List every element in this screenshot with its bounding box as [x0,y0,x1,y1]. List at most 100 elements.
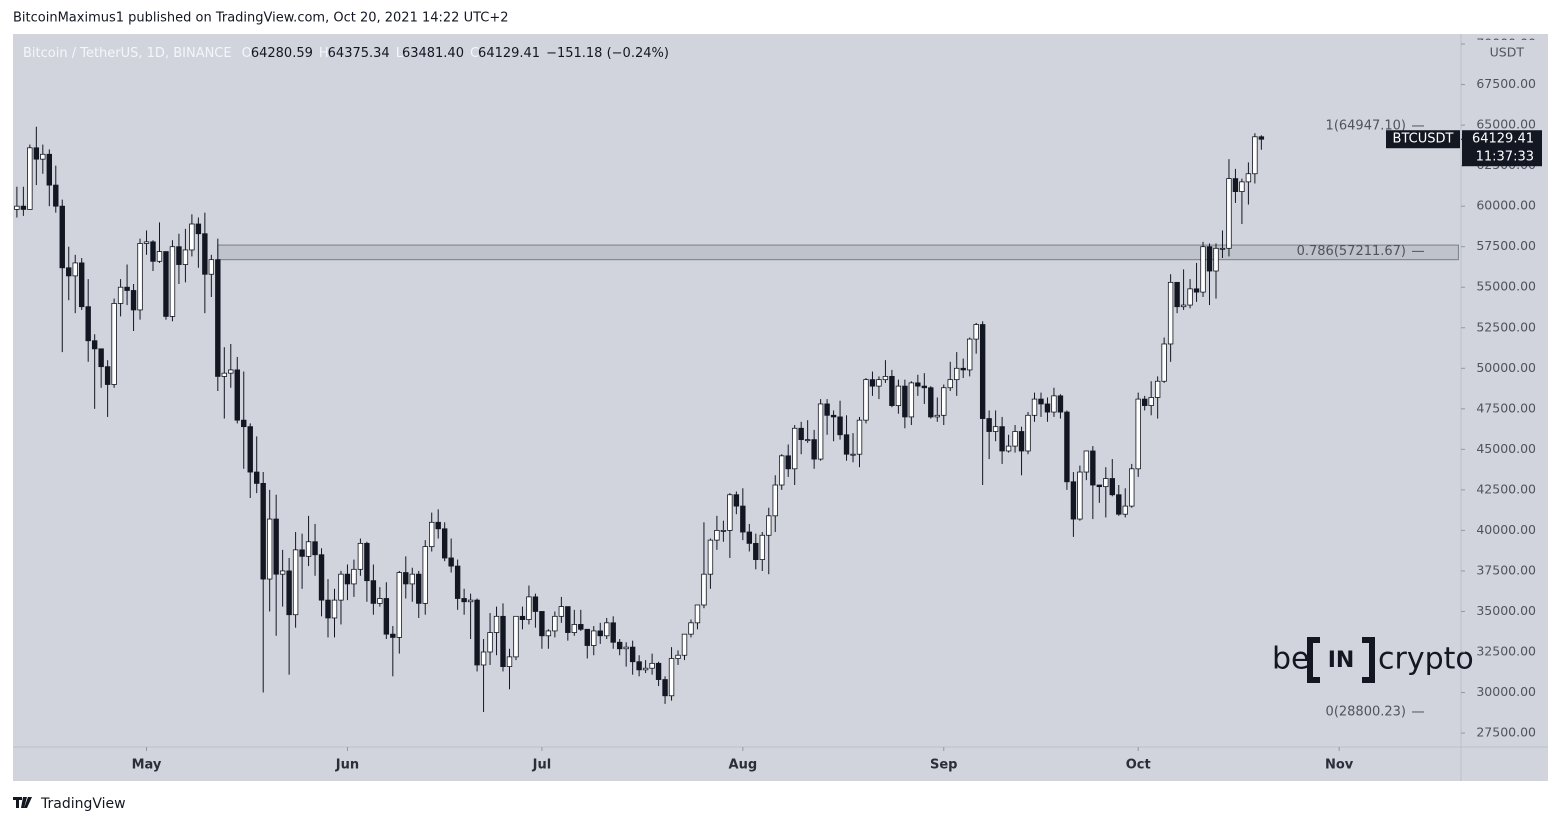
candle-body [305,541,312,557]
legend-symbol: Bitcoin / TetherUS, 1D, BINANCE [23,46,232,61]
candle-body [798,427,804,441]
x-tick-label: Jul [532,758,552,773]
candle-body [1213,247,1219,272]
candle-body [72,262,78,277]
candle-body [396,572,403,638]
candle-body [195,223,202,235]
fib-label: 0(28800.23) [1326,704,1406,719]
price-tag [1462,130,1542,167]
candle-body [707,539,714,575]
candle-body [1167,281,1174,345]
candle-body [1141,398,1148,406]
candle-body [325,599,331,619]
candle-body [908,382,915,418]
x-tick-label: Sep [930,758,958,773]
candle-body [513,615,519,658]
candle-body [506,656,513,667]
candle-body [1193,288,1200,293]
y-tick-label: 50000.00 [1476,360,1536,375]
candle-body [688,622,694,635]
candle-body [539,611,545,637]
candle-body [649,662,655,669]
candle-body [1012,431,1018,447]
candle-body [850,453,856,456]
candle-body [941,387,947,416]
candle-body [273,518,279,575]
candle-body [53,184,59,207]
candle-body [1180,304,1187,308]
candle-body [1245,173,1252,183]
candle-body [260,482,266,580]
watermark-brackets [1307,637,1375,683]
candle-body [286,570,292,616]
legend-value: 64375.34 [328,46,390,61]
y-tick-label: 55000.00 [1476,279,1536,294]
candle-body [493,615,500,633]
x-tick-label: Aug [729,758,758,773]
candle-body [895,385,902,406]
candle-body [837,416,843,436]
candle-body [163,251,169,317]
candle-body [448,557,454,567]
candle-body [59,205,65,269]
candle-body [409,573,415,585]
legend-key: O [242,46,252,61]
candle-body [241,419,247,428]
candle-body [1090,450,1096,486]
candle-body [351,568,357,585]
candle-body [675,654,681,659]
legend-value: 64129.41 [478,46,540,61]
candle-body [604,622,610,637]
candle-body [117,286,124,304]
candle-body [454,565,461,599]
candle-body [973,324,979,340]
candle-body [331,599,338,619]
candle-body [526,596,532,620]
candle-body [642,667,649,671]
candle-body [1083,450,1090,473]
y-tick-label: 42500.00 [1476,481,1536,496]
candle-body [694,604,701,624]
candle-body [461,598,467,603]
candle-body [143,241,150,244]
candle-body [254,471,260,484]
candle-body [467,599,474,603]
y-tick-label: 40000.00 [1476,522,1536,537]
candle-body [681,633,688,656]
candle-body [869,379,876,387]
price-tag-text: 64129.41 [1472,132,1534,147]
y-tick-label: 30000.00 [1476,684,1536,699]
y-tick-label: 27500.00 [1476,725,1536,740]
candle-body [91,340,98,350]
candle-body [791,427,798,470]
candle-body [863,379,869,421]
candle-body [668,658,675,697]
legend-value: 63481.40 [402,46,464,61]
legend-value: 64280.59 [251,46,313,61]
candle-body [947,379,953,389]
candle-body [234,369,240,421]
candle-body [14,205,20,210]
candle-body [85,306,91,342]
candle-body [124,286,130,291]
candle-body [571,624,578,633]
candle-body [623,646,629,650]
candle-body [33,147,40,160]
candle-body [215,259,221,377]
legend-change: −151.18 (−0.24%) [546,46,669,61]
candle-body [429,521,435,548]
candle-body [966,338,973,371]
candle-body [1051,395,1057,413]
x-tick-label: Jun [335,758,359,773]
candle-body [804,439,811,442]
candle-body [40,153,46,160]
candle-body [928,387,934,418]
candle-body [370,580,377,604]
candle-body [403,572,409,585]
candle-body [422,546,428,604]
candle-body [228,369,234,374]
candle-body [552,615,558,632]
candle-body [1174,281,1180,308]
candle-body [616,641,623,650]
